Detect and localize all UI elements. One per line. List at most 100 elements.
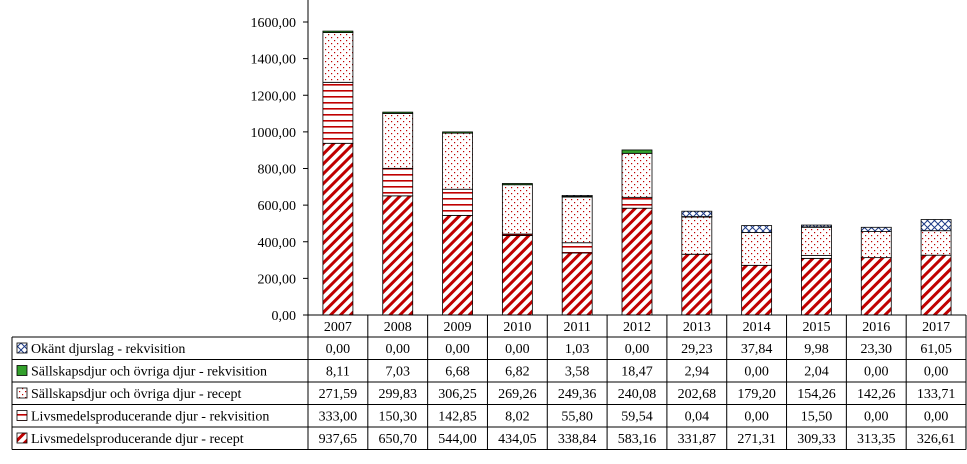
bar-segment xyxy=(322,142,354,316)
data-label: 142,85 xyxy=(438,410,477,425)
data-label: 29,23 xyxy=(681,342,713,357)
data-label: 8,02 xyxy=(505,410,530,425)
bar-segment xyxy=(801,257,832,316)
bar-segment xyxy=(561,242,593,254)
bar-segment xyxy=(501,235,533,316)
bar-segment xyxy=(382,167,414,197)
legend-label: Sällskapsdjur och övriga djur - recept xyxy=(31,387,241,402)
y-axis: 0,00 200,00 400,00 600,00 800,00 1000,00 1200,… xyxy=(251,0,309,337)
bar-segment xyxy=(621,152,653,198)
data-label: 937,65 xyxy=(319,432,358,447)
y-tick-label: 1200,00 xyxy=(251,89,297,104)
data-label: 338,84 xyxy=(558,432,597,447)
data-label: 7,03 xyxy=(385,365,410,380)
x-tick-label: 2016 xyxy=(862,320,890,335)
x-tick-label: 2017 xyxy=(922,320,950,335)
bar-segment xyxy=(920,230,952,256)
bar-segment xyxy=(681,216,713,255)
bar-segment xyxy=(801,226,832,256)
bar-segment xyxy=(382,195,414,316)
data-label: 333,00 xyxy=(319,410,358,425)
x-tick-label: 2013 xyxy=(683,320,711,335)
legend-label: Livsmedelsproducerande djur - rekvisitio… xyxy=(31,410,269,425)
y-tick-label: 200,00 xyxy=(258,272,297,287)
bars-group xyxy=(322,30,952,316)
bar-segment xyxy=(442,214,473,316)
data-label: 0,04 xyxy=(685,410,710,425)
data-label: 271,31 xyxy=(737,432,776,447)
y-tick-label: 1000,00 xyxy=(251,126,297,141)
bar-segment xyxy=(621,207,653,316)
data-label: 8,11 xyxy=(326,365,350,380)
data-label: 154,26 xyxy=(797,387,836,402)
data-table: 2007 2008 2009 2010 2011 2012 2013 2014 2015 2016… xyxy=(11,314,967,450)
bar-segment xyxy=(322,32,354,83)
data-label: 23,30 xyxy=(861,342,893,357)
data-label: 0,00 xyxy=(924,410,949,425)
bar-segment xyxy=(442,131,473,134)
bar-segment xyxy=(382,111,414,114)
bar-segment xyxy=(322,81,354,144)
data-label: 59,54 xyxy=(621,410,653,425)
data-label: 544,00 xyxy=(438,432,477,447)
bar-segment xyxy=(442,132,473,190)
data-label: 3,58 xyxy=(565,365,590,380)
legend-label: Livsmedelsproducerande djur - recept xyxy=(31,432,244,447)
bar-segment xyxy=(860,231,892,259)
bar-segment xyxy=(322,30,354,33)
bar-segment xyxy=(801,224,832,228)
data-label: 434,05 xyxy=(498,432,537,447)
data-label: 0,00 xyxy=(744,365,769,380)
x-tick-label: 2008 xyxy=(384,320,412,335)
data-label: 1,03 xyxy=(565,342,590,357)
data-label: 179,20 xyxy=(737,387,776,402)
data-label: 202,68 xyxy=(678,387,717,402)
data-label: 61,05 xyxy=(920,342,952,357)
x-tick-label: 2015 xyxy=(802,320,830,335)
bar-segment xyxy=(920,219,952,232)
legend-key xyxy=(16,432,28,444)
bar-segment xyxy=(501,183,533,186)
data-label: 240,08 xyxy=(618,387,657,402)
data-label: 269,26 xyxy=(498,387,537,402)
bar-segment xyxy=(860,226,892,232)
x-tick-label: 2007 xyxy=(324,320,352,335)
bar-segment xyxy=(920,254,952,316)
data-label: 0,00 xyxy=(326,342,351,357)
y-tick-label: 1400,00 xyxy=(251,53,297,68)
data-label: 0,00 xyxy=(744,410,769,425)
data-label: 0,00 xyxy=(864,410,889,425)
data-label: 309,33 xyxy=(797,432,836,447)
data-label: 0,00 xyxy=(505,342,530,357)
data-label: 18,47 xyxy=(621,365,653,380)
bar-segment xyxy=(681,253,713,316)
bar-segment xyxy=(860,257,892,316)
bar-segment xyxy=(801,255,832,259)
data-label: 133,71 xyxy=(917,387,956,402)
bar-segment xyxy=(741,225,773,233)
data-label: 37,84 xyxy=(741,342,773,357)
data-label: 0,00 xyxy=(445,342,470,357)
data-label: 0,00 xyxy=(864,365,889,380)
legend-label: Okänt djurslag - rekvisition xyxy=(31,342,185,357)
data-label: 650,70 xyxy=(378,432,417,447)
data-label: 331,87 xyxy=(678,432,717,447)
bar-segment xyxy=(561,196,593,244)
data-label: 15,50 xyxy=(801,410,833,425)
y-tick-label: 800,00 xyxy=(258,163,297,178)
x-tick-label: 2012 xyxy=(623,320,651,335)
data-label: 55,80 xyxy=(561,410,593,425)
x-tick-label: 2011 xyxy=(563,320,590,335)
y-tick-label: 600,00 xyxy=(258,199,297,214)
x-tick-label: 2014 xyxy=(743,320,771,335)
bar-segment xyxy=(741,232,773,266)
data-label: 0,00 xyxy=(385,342,410,357)
data-label: 313,35 xyxy=(857,432,896,447)
bar-segment xyxy=(621,196,653,209)
bar-segment xyxy=(681,210,713,217)
data-label: 249,36 xyxy=(558,387,597,402)
bar-segment xyxy=(382,113,414,169)
data-label: 6,82 xyxy=(505,365,530,380)
data-label: 0,00 xyxy=(625,342,650,357)
